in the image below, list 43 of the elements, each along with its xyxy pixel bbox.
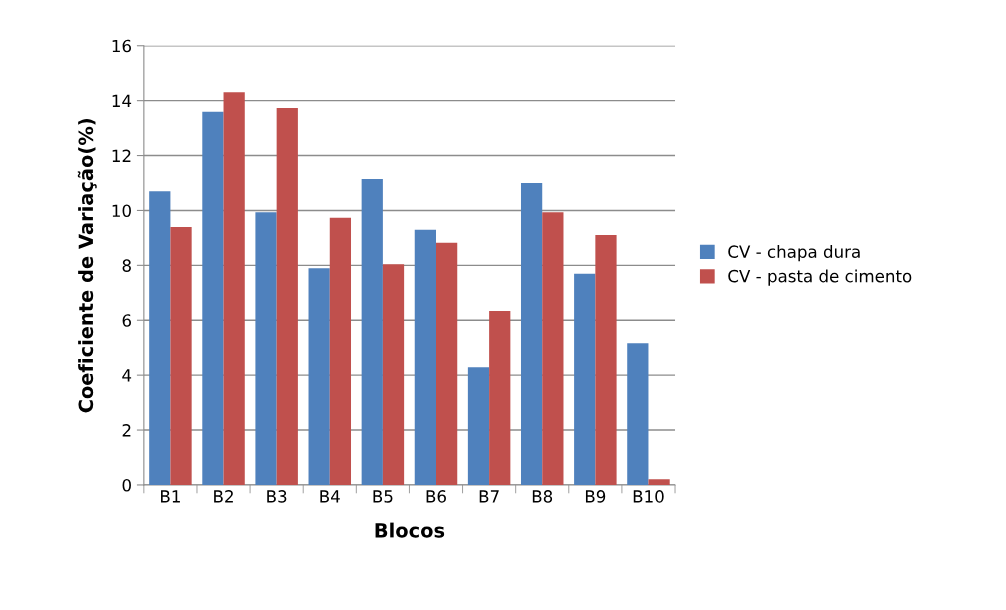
y-axis-title: Coeficiente de Variação(%) bbox=[77, 119, 97, 413]
y-tick-label: 0 bbox=[122, 478, 131, 492]
bar bbox=[489, 310, 511, 485]
bar bbox=[149, 191, 171, 485]
bar bbox=[542, 212, 564, 485]
x-axis-title: Blocos bbox=[375, 522, 445, 538]
bar bbox=[382, 264, 405, 485]
y-tick-label: 2 bbox=[122, 424, 131, 437]
legend-label: CV - pasta de cimento bbox=[728, 269, 912, 286]
bar bbox=[170, 226, 192, 485]
bar bbox=[595, 234, 617, 485]
y-tick-label: 6 bbox=[122, 314, 131, 327]
bar bbox=[223, 92, 245, 485]
x-tick-label: B7 bbox=[479, 490, 499, 503]
x-tick-label: B1 bbox=[161, 490, 180, 503]
x-tick-label: B2 bbox=[214, 490, 233, 503]
bar bbox=[361, 178, 383, 485]
bar bbox=[648, 479, 670, 485]
bar bbox=[574, 273, 596, 485]
bar bbox=[436, 242, 458, 485]
y-tick-label: 12 bbox=[112, 149, 131, 162]
x-tick-label: B9 bbox=[585, 490, 606, 503]
bar bbox=[255, 212, 277, 485]
y-tick-label: 16 bbox=[112, 39, 131, 53]
y-tick-label: 8 bbox=[122, 259, 131, 272]
bar bbox=[467, 367, 490, 485]
x-tick-label: B6 bbox=[426, 490, 446, 503]
bar bbox=[414, 229, 436, 485]
y-tick-label: 10 bbox=[112, 204, 131, 218]
bar bbox=[520, 183, 543, 485]
bar bbox=[202, 111, 224, 485]
legend-label: CV - chapa dura bbox=[728, 245, 860, 262]
bar bbox=[329, 217, 352, 485]
y-tick-label: 14 bbox=[112, 94, 132, 107]
y-tick-label: 4 bbox=[122, 369, 132, 382]
x-tick-label: B3 bbox=[267, 490, 287, 503]
x-tick-label: B8 bbox=[532, 490, 553, 503]
bar bbox=[627, 343, 649, 485]
x-tick-label: B10 bbox=[633, 490, 664, 503]
x-tick-label: B5 bbox=[373, 490, 393, 503]
bar bbox=[276, 108, 298, 485]
x-tick-label: B4 bbox=[320, 490, 340, 503]
bar bbox=[308, 268, 330, 485]
